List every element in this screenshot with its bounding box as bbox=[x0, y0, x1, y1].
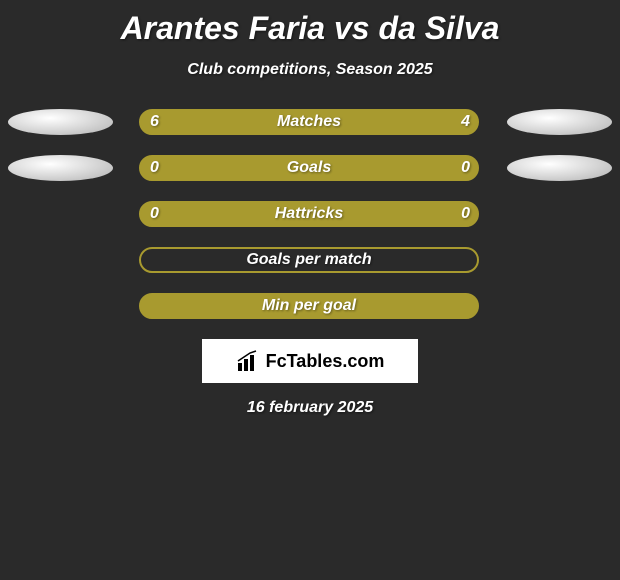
ellipse-right bbox=[507, 155, 612, 181]
stat-bar: Goals bbox=[139, 155, 479, 181]
logo-box: FcTables.com bbox=[202, 339, 418, 383]
chart-icon bbox=[236, 349, 260, 373]
page-subtitle: Club competitions, Season 2025 bbox=[0, 61, 620, 79]
stat-label: Goals per match bbox=[246, 251, 371, 269]
stat-value-left: 0 bbox=[150, 159, 159, 177]
ellipse-right bbox=[507, 109, 612, 135]
stat-row: Min per goal bbox=[0, 293, 620, 319]
stat-row: Goals 0 0 bbox=[0, 155, 620, 181]
stat-label: Goals bbox=[287, 159, 331, 177]
stat-value-right: 0 bbox=[461, 159, 470, 177]
ellipse-left bbox=[8, 109, 113, 135]
stat-row: Hattricks 0 0 bbox=[0, 201, 620, 227]
stat-value-right: 0 bbox=[461, 205, 470, 223]
stat-bar: Min per goal bbox=[139, 293, 479, 319]
date-text: 16 february 2025 bbox=[0, 399, 620, 417]
stat-value-left: 0 bbox=[150, 205, 159, 223]
stat-bar: Matches bbox=[139, 109, 479, 135]
stat-bar: Goals per match bbox=[139, 247, 479, 273]
stat-value-right: 4 bbox=[461, 113, 470, 131]
stat-value-left: 6 bbox=[150, 113, 159, 131]
stat-label: Min per goal bbox=[262, 297, 356, 315]
stats-container: Matches 6 4 Goals 0 0 Hattricks 0 0 Goals per mat… bbox=[0, 109, 620, 319]
stat-label: Hattricks bbox=[275, 205, 343, 223]
stat-bar: Hattricks bbox=[139, 201, 479, 227]
stat-row: Matches 6 4 bbox=[0, 109, 620, 135]
page-title: Arantes Faria vs da Silva bbox=[0, 0, 620, 47]
stat-label: Matches bbox=[277, 113, 341, 131]
stat-row: Goals per match bbox=[0, 247, 620, 273]
ellipse-left bbox=[8, 155, 113, 181]
logo-text: FcTables.com bbox=[266, 351, 385, 372]
